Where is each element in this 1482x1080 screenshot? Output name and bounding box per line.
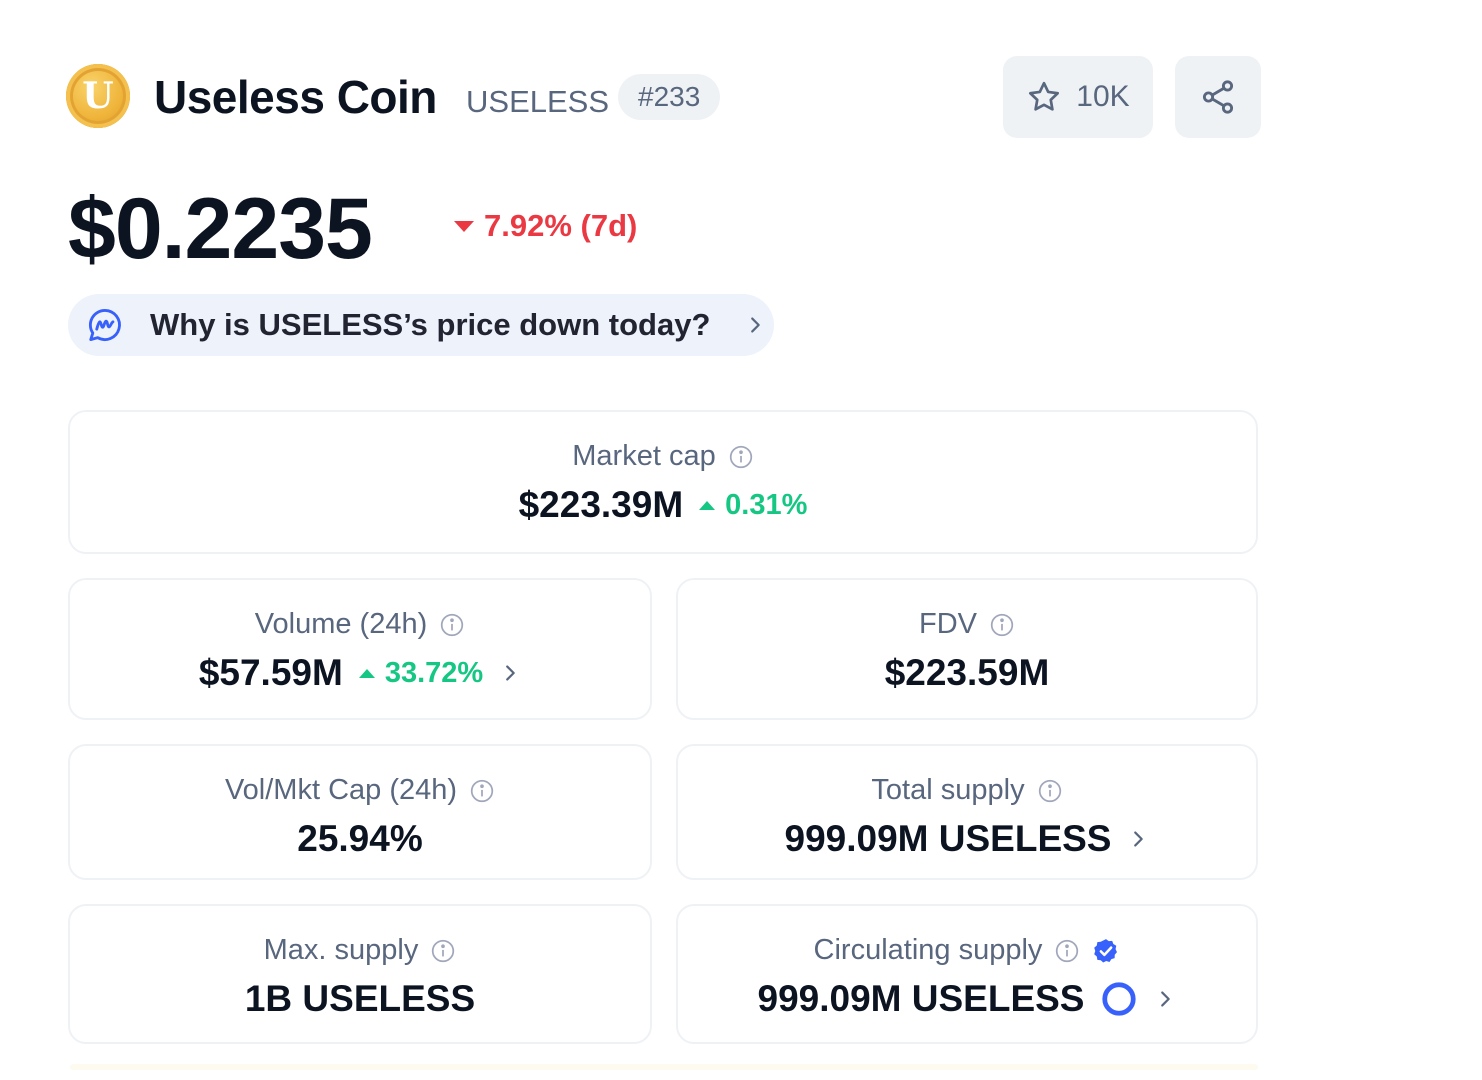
ai-chat-icon — [86, 306, 124, 344]
stat-value: 999.09M USELESS — [784, 818, 1112, 859]
rank-badge: #233 — [618, 74, 721, 120]
chevron-right-icon — [744, 314, 766, 336]
price-explainer-link[interactable]: Why is USELESS’s price down today? — [68, 294, 774, 356]
stat-label: Vol/Mkt Cap (24h) — [224, 774, 458, 806]
share-button[interactable] — [1175, 56, 1261, 138]
stat-label: Total supply — [871, 774, 1025, 806]
coin-logo: U — [66, 64, 130, 128]
chevron-right-icon[interactable] — [499, 662, 521, 684]
info-icon[interactable] — [469, 778, 495, 804]
stat-value-row: 25.94% — [70, 818, 650, 860]
stat-value-row: $223.39M 0.31% — [70, 484, 1256, 526]
stat-card-market-cap: Market cap $223.39M 0.31% — [68, 410, 1258, 554]
stat-card-circulating-supply[interactable]: Circulating supply 999.09M USELESS — [676, 904, 1258, 1044]
info-icon[interactable] — [989, 612, 1015, 638]
stat-change-value: 0.31% — [725, 488, 808, 521]
stat-change: 33.72% — [358, 656, 484, 690]
price-change-value: 7.92% (7d) — [484, 208, 638, 243]
stat-label-row: Max. supply — [70, 934, 650, 967]
stat-card-vol-mkt-cap: Vol/Mkt Cap (24h) 25.94% — [68, 744, 652, 880]
next-card-edge — [70, 1064, 1258, 1070]
stat-label: Market cap — [572, 440, 716, 472]
stat-card-fdv: FDV $223.59M — [676, 578, 1258, 720]
stat-label-row: Total supply — [678, 774, 1256, 807]
price-explainer-text: Why is USELESS’s price down today? — [150, 307, 711, 342]
stat-value-row: $57.59M 33.72% — [70, 652, 650, 694]
chevron-right-icon[interactable] — [1127, 828, 1149, 850]
watchlist-button[interactable]: 10K — [1003, 56, 1153, 138]
chevron-right-icon[interactable] — [1154, 988, 1176, 1010]
coin-name: Useless Coin — [154, 71, 437, 123]
stat-label-row: Volume (24h) — [70, 608, 650, 641]
stat-change: 0.31% — [699, 489, 807, 522]
stat-value: $223.39M — [518, 484, 684, 525]
caret-up-icon — [358, 668, 375, 678]
stat-value: 999.09M USELESS — [757, 978, 1085, 1019]
stat-label: Volume (24h) — [254, 608, 428, 640]
price-change: 7.92% (7d) — [454, 208, 637, 244]
stat-card-volume[interactable]: Volume (24h) $57.59M 33.72% — [68, 578, 652, 720]
verified-badge-icon[interactable] — [1092, 937, 1120, 965]
stat-value-row: $223.59M — [678, 652, 1256, 694]
stat-label-row: Vol/Mkt Cap (24h) — [70, 774, 650, 807]
stat-card-total-supply[interactable]: Total supply 999.09M USELESS — [676, 744, 1258, 880]
stat-change-value: 33.72% — [384, 656, 484, 689]
watchlist-count: 10K — [1076, 80, 1130, 113]
stat-value-row: 999.09M USELESS — [678, 818, 1256, 860]
star-icon — [1026, 79, 1062, 115]
stat-value: 25.94% — [297, 818, 423, 859]
coin-symbol: USELESS — [466, 84, 610, 119]
stat-card-max-supply: Max. supply 1B USELESS — [68, 904, 652, 1044]
stat-value: $223.59M — [884, 652, 1050, 693]
info-icon[interactable] — [1054, 938, 1080, 964]
info-icon[interactable] — [1037, 778, 1063, 804]
stat-value: 1B USELESS — [244, 978, 476, 1019]
current-price: $0.2235 — [68, 181, 373, 277]
info-icon[interactable] — [439, 612, 465, 638]
stat-label-row: Circulating supply — [678, 934, 1256, 967]
caret-up-icon — [699, 500, 716, 510]
stat-value-row: 999.09M USELESS — [678, 978, 1256, 1020]
stat-label: Circulating supply — [813, 934, 1043, 966]
coin-logo-letter: U — [82, 75, 114, 117]
stat-label: Max. supply — [263, 934, 419, 966]
stat-value: $57.59M — [198, 652, 343, 693]
stat-value-row: 1B USELESS — [70, 978, 650, 1020]
info-icon[interactable] — [430, 938, 456, 964]
share-icon — [1199, 78, 1237, 116]
stat-label-row: Market cap — [70, 440, 1256, 473]
caret-down-icon — [454, 220, 474, 232]
info-icon[interactable] — [728, 444, 754, 470]
supply-progress-ring-icon[interactable] — [1100, 980, 1138, 1018]
stat-label: FDV — [919, 608, 977, 640]
stat-label-row: FDV — [678, 608, 1256, 641]
